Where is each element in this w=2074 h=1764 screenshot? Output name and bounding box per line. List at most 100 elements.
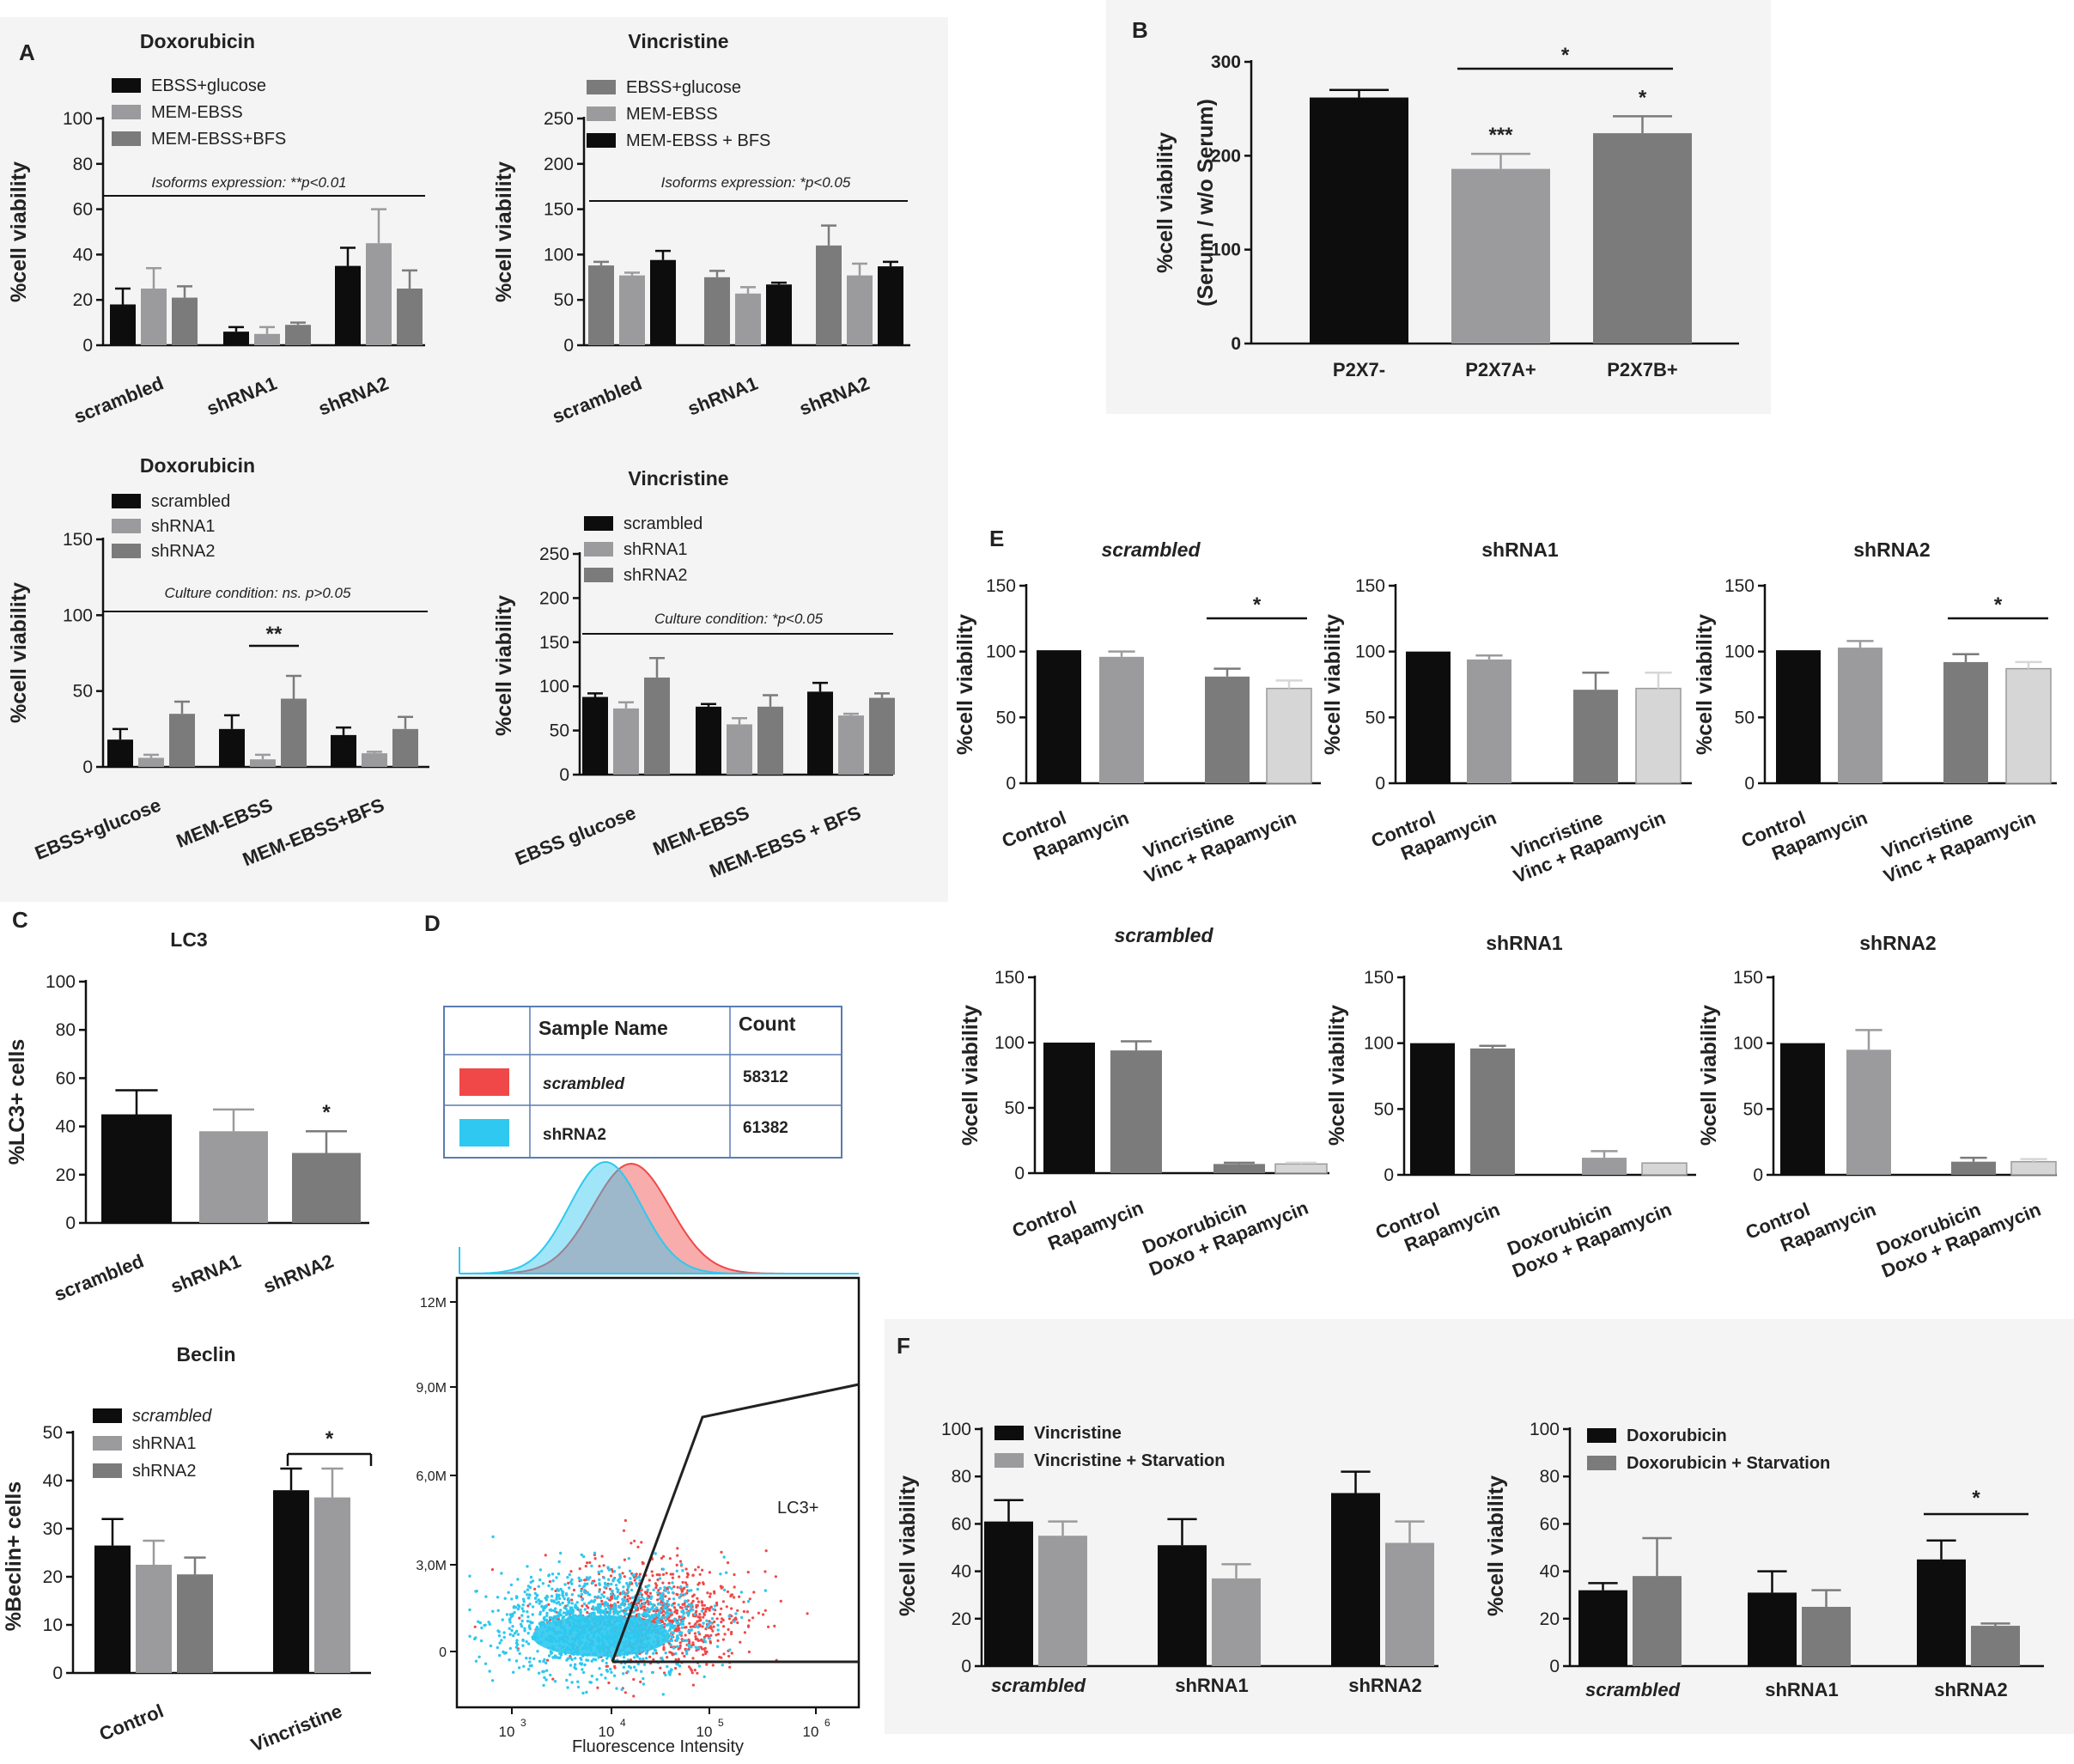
scatter-point-shrna2: [635, 1581, 638, 1585]
y-tick-label: 60: [73, 200, 93, 220]
scatter-point-scrambled: [588, 1560, 592, 1565]
scatter-point-shrna2: [618, 1576, 623, 1579]
scatter-point-shrna2: [671, 1603, 674, 1608]
scatter-point-shrna2: [599, 1569, 604, 1573]
scatter-point-shrna2: [559, 1587, 563, 1591]
y-tick-label: 0: [1006, 774, 1016, 794]
scatter-point-shrna2: [490, 1679, 495, 1682]
scatter-point-shrna2: [642, 1611, 646, 1615]
scatter-point-shrna2: [676, 1634, 679, 1638]
scatter-point-shrna2: [685, 1639, 689, 1642]
scatter-point-scrambled: [632, 1677, 636, 1682]
legend-label: MEM-EBSS+BFS: [151, 130, 286, 149]
scatter-point-scrambled: [632, 1694, 636, 1698]
scatter-point-shrna2: [598, 1667, 601, 1670]
scatter-point-shrna2: [590, 1599, 593, 1603]
scatter-point-scrambled: [661, 1572, 666, 1576]
scatter-point-shrna2: [597, 1610, 600, 1614]
bar: [766, 284, 792, 345]
scatter-point-scrambled: [473, 1625, 477, 1628]
scatter-point-shrna2: [587, 1658, 590, 1663]
scatter-point-shrna2: [515, 1639, 519, 1642]
table-sample-name: scrambled: [543, 1075, 624, 1093]
scatter-point-scrambled: [702, 1653, 705, 1657]
scatter-point-scrambled: [660, 1620, 665, 1624]
flow-cytometry-panel: Sample Name Count scrambled 58312 shRNA2 6138…: [416, 1006, 861, 1756]
scatter-point-shrna2: [682, 1639, 685, 1642]
scatter-point-shrna2: [624, 1599, 628, 1603]
scatter-point-scrambled: [702, 1603, 707, 1607]
scatter-point-scrambled: [598, 1565, 601, 1568]
scatter-point-shrna2: [679, 1585, 683, 1589]
legend-swatch: [93, 1436, 122, 1451]
scatter-point-shrna2: [636, 1584, 639, 1587]
scatter-point-shrna2: [675, 1639, 678, 1642]
scatter-point-shrna2: [682, 1612, 685, 1615]
bar: [1158, 1545, 1207, 1666]
category-label: scrambled: [51, 1250, 146, 1305]
scatter-point-shrna2: [649, 1597, 653, 1601]
bar: [397, 289, 423, 345]
scatter-point-scrambled: [709, 1625, 713, 1628]
scatter-point-shrna2: [484, 1662, 488, 1666]
y-tick-label: 100: [1355, 642, 1385, 662]
scatter-point-shrna2: [579, 1608, 582, 1612]
bar: [1470, 1048, 1515, 1175]
scatter-point-scrambled: [723, 1633, 727, 1636]
scatter-point-scrambled: [691, 1573, 695, 1577]
scatter-point-scrambled: [546, 1658, 550, 1662]
scatter-point-shrna2: [746, 1600, 751, 1603]
scatter-point-shrna2: [526, 1632, 530, 1635]
scatter-point-scrambled: [722, 1625, 726, 1628]
category-label: P2X7B+: [1607, 359, 1678, 380]
scatter-point-shrna2: [491, 1535, 495, 1539]
category-label: shRNA1: [1765, 1679, 1839, 1700]
scatter-point-scrambled: [643, 1605, 647, 1609]
scatter-point-shrna2: [640, 1596, 644, 1599]
scatter-point-shrna2: [564, 1607, 568, 1611]
bar: [1641, 1162, 1688, 1176]
scatter-point-shrna2: [526, 1565, 529, 1568]
y-tick-label: 100: [539, 677, 569, 696]
scatter-point-scrambled: [675, 1611, 678, 1615]
scatter-point-scrambled: [779, 1599, 782, 1603]
scatter-point-shrna2: [535, 1625, 539, 1629]
y-tick-label: 0: [1549, 1657, 1560, 1676]
scatter-point-scrambled: [730, 1651, 733, 1655]
scatter-point-scrambled: [693, 1632, 697, 1635]
scatter-point-scrambled: [683, 1626, 687, 1629]
scatter-point-shrna2: [538, 1671, 541, 1675]
y-tick-label: 0: [439, 1645, 447, 1660]
scatter-point-shrna2: [716, 1628, 720, 1632]
y-tick-label: 50: [554, 290, 574, 310]
scatter-point-shrna2: [574, 1657, 577, 1660]
panel-label-f: F: [897, 1333, 910, 1359]
scatter-point-scrambled: [660, 1556, 664, 1560]
scatter-point-shrna2: [607, 1568, 611, 1572]
scatter-point-shrna2: [636, 1599, 640, 1603]
legend-label: shRNA1: [132, 1434, 196, 1453]
scatter-point-shrna2: [679, 1593, 683, 1597]
scatter-point-shrna2: [540, 1605, 544, 1609]
scatter-point-scrambled: [727, 1617, 732, 1621]
scatter-point-shrna2: [602, 1576, 605, 1579]
bar: [1846, 1049, 1891, 1175]
scatter-point-shrna2: [681, 1622, 685, 1627]
scatter-point-shrna2: [550, 1572, 555, 1576]
scatter-point-scrambled: [681, 1580, 684, 1585]
scatter-point-shrna2: [581, 1670, 586, 1675]
scatter-point-shrna2: [568, 1601, 571, 1604]
scatter-point-shrna2: [570, 1578, 574, 1582]
y-tick-label: 100: [994, 1033, 1025, 1053]
scatter-point-shrna2: [508, 1646, 512, 1651]
bar: [582, 696, 608, 775]
scatter-point-scrambled: [584, 1565, 587, 1568]
x-tick-exponent: 4: [620, 1717, 626, 1729]
scatter-point-shrna2: [670, 1587, 673, 1591]
scatter-point-shrna2: [667, 1585, 672, 1589]
scatter-point-shrna2: [522, 1600, 526, 1603]
scatter-point-shrna2: [610, 1670, 613, 1675]
scatter-point-shrna2: [598, 1590, 601, 1593]
bar: [1038, 1536, 1087, 1666]
scatter-point-scrambled: [689, 1625, 692, 1628]
